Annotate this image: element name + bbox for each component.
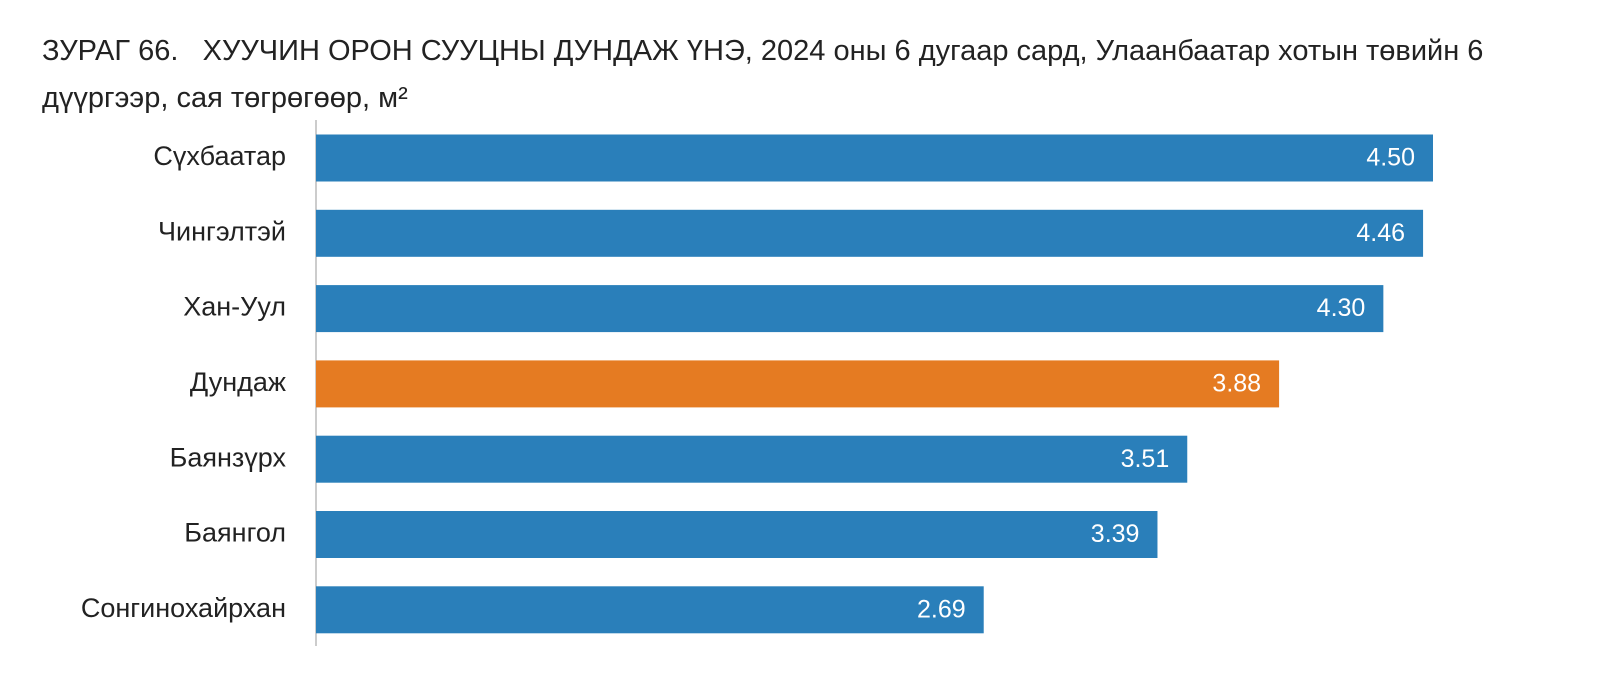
category-label: Чингэлтэй [158, 216, 286, 246]
value-label: 3.88 [1212, 370, 1261, 398]
category-label: Баянгол [184, 518, 286, 548]
bar [316, 586, 984, 634]
chart-title: ЗУРАГ 66. ХУУЧИН ОРОН СУУЦНЫ ДУНДАЖ ҮНЭ,… [42, 35, 1492, 114]
category-label: Дундаж [190, 367, 286, 397]
value-label: 3.39 [1091, 520, 1140, 548]
value-label: 3.51 [1121, 445, 1170, 473]
category-label: Сүхбаатар [153, 141, 286, 171]
value-label: 2.69 [917, 595, 966, 623]
value-label: 4.46 [1356, 219, 1405, 247]
category-label: Хан-Уул [183, 292, 286, 322]
bar [316, 285, 1384, 333]
value-label: 4.30 [1317, 294, 1366, 322]
value-label: 4.50 [1366, 144, 1415, 172]
bar [316, 511, 1158, 558]
bar [316, 435, 1188, 483]
bar [316, 209, 1424, 257]
bar [316, 360, 1280, 408]
bar [316, 134, 1433, 182]
category-label: Баянзүрх [170, 442, 287, 472]
category-label: Сонгинохайрхан [81, 593, 286, 623]
